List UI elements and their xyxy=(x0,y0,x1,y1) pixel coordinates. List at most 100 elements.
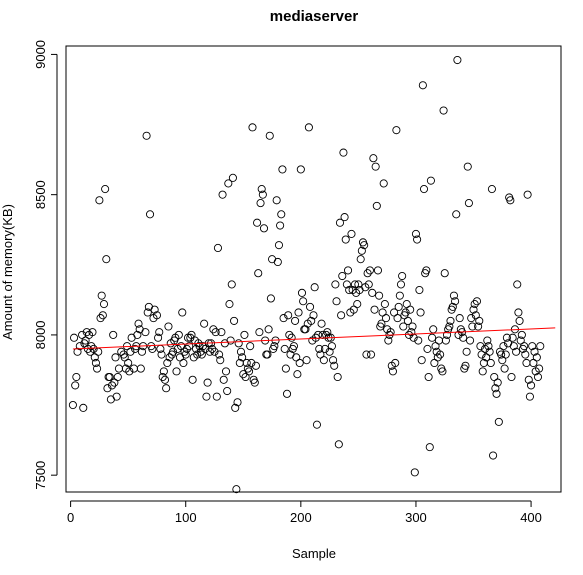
data-point xyxy=(509,342,518,351)
data-point xyxy=(527,381,536,390)
data-point xyxy=(475,316,484,325)
data-point xyxy=(401,308,410,317)
data-point xyxy=(506,196,515,205)
data-point xyxy=(375,291,384,300)
data-point xyxy=(507,372,516,382)
data-point xyxy=(160,375,170,384)
data-point xyxy=(265,131,274,140)
data-point xyxy=(445,322,454,331)
data-point xyxy=(373,266,383,275)
data-point xyxy=(354,280,363,289)
data-point xyxy=(255,328,264,337)
data-point xyxy=(339,148,348,157)
data-point xyxy=(181,350,190,359)
data-point xyxy=(331,280,340,289)
data-point xyxy=(413,235,422,244)
data-point xyxy=(71,381,80,390)
data-point xyxy=(200,319,209,328)
data-point xyxy=(369,154,378,163)
data-point xyxy=(319,356,328,365)
data-point xyxy=(415,285,424,295)
data-point xyxy=(272,196,281,205)
data-point xyxy=(438,367,447,376)
data-point xyxy=(343,266,353,275)
data-point xyxy=(522,358,531,368)
data-point xyxy=(278,165,287,174)
data-point xyxy=(411,229,421,238)
data-point xyxy=(419,185,429,194)
data-point xyxy=(307,316,316,325)
data-point xyxy=(225,300,234,309)
data-point xyxy=(422,266,431,275)
data-point xyxy=(484,342,493,351)
data-point xyxy=(234,339,243,348)
data-point xyxy=(188,375,197,384)
data-point xyxy=(381,314,391,323)
data-point xyxy=(517,330,526,339)
data-point xyxy=(501,350,510,359)
data-point xyxy=(380,300,389,309)
data-point xyxy=(182,344,191,353)
data-point xyxy=(270,342,279,351)
data-point xyxy=(211,328,220,337)
data-point xyxy=(157,350,166,359)
data-point xyxy=(455,314,464,323)
data-point xyxy=(91,358,100,368)
data-point xyxy=(394,302,403,311)
data-point xyxy=(424,372,433,382)
data-point xyxy=(280,344,289,353)
data-point xyxy=(109,330,118,339)
data-point xyxy=(277,210,286,219)
data-point xyxy=(295,358,304,368)
data-point xyxy=(391,358,400,368)
trend-line xyxy=(72,327,556,350)
data-point xyxy=(345,285,354,295)
data-point xyxy=(257,185,266,194)
x-tick-label: 300 xyxy=(405,510,427,525)
data-point xyxy=(468,322,477,331)
data-point xyxy=(329,356,338,365)
data-point xyxy=(524,375,533,384)
data-point xyxy=(162,384,171,393)
data-point xyxy=(440,269,449,278)
data-point xyxy=(393,314,402,323)
data-point xyxy=(137,347,147,356)
data-point xyxy=(350,280,359,289)
data-point xyxy=(276,221,285,230)
data-point xyxy=(535,364,544,373)
data-point xyxy=(338,271,347,281)
y-axis: 7500 8000 8500 9000 xyxy=(33,40,58,490)
data-point xyxy=(528,342,537,351)
data-point xyxy=(327,342,336,351)
data-point xyxy=(317,319,326,328)
data-point xyxy=(472,297,482,306)
data-point xyxy=(93,364,102,373)
data-point xyxy=(232,485,241,494)
data-point xyxy=(434,336,444,345)
data-point xyxy=(487,185,496,194)
data-point xyxy=(223,386,232,396)
data-point xyxy=(212,392,221,401)
data-point xyxy=(124,358,133,368)
data-point xyxy=(451,297,460,306)
data-point xyxy=(530,347,539,356)
data-point xyxy=(407,328,416,337)
data-point xyxy=(287,333,296,342)
data-point xyxy=(96,314,105,323)
plot-frame xyxy=(65,45,562,493)
data-point xyxy=(107,381,117,390)
data-point xyxy=(426,176,435,185)
data-point xyxy=(377,319,386,328)
y-tick-label: 9000 xyxy=(33,40,48,69)
data-point xyxy=(363,269,372,278)
data-point xyxy=(256,199,265,208)
data-point xyxy=(112,392,121,401)
data-point xyxy=(150,305,159,314)
data-point xyxy=(248,123,257,132)
data-point xyxy=(464,199,473,208)
data-point xyxy=(224,179,233,188)
data-point xyxy=(356,255,365,264)
data-point xyxy=(403,316,412,325)
data-point xyxy=(347,229,356,238)
data-point xyxy=(449,291,458,300)
